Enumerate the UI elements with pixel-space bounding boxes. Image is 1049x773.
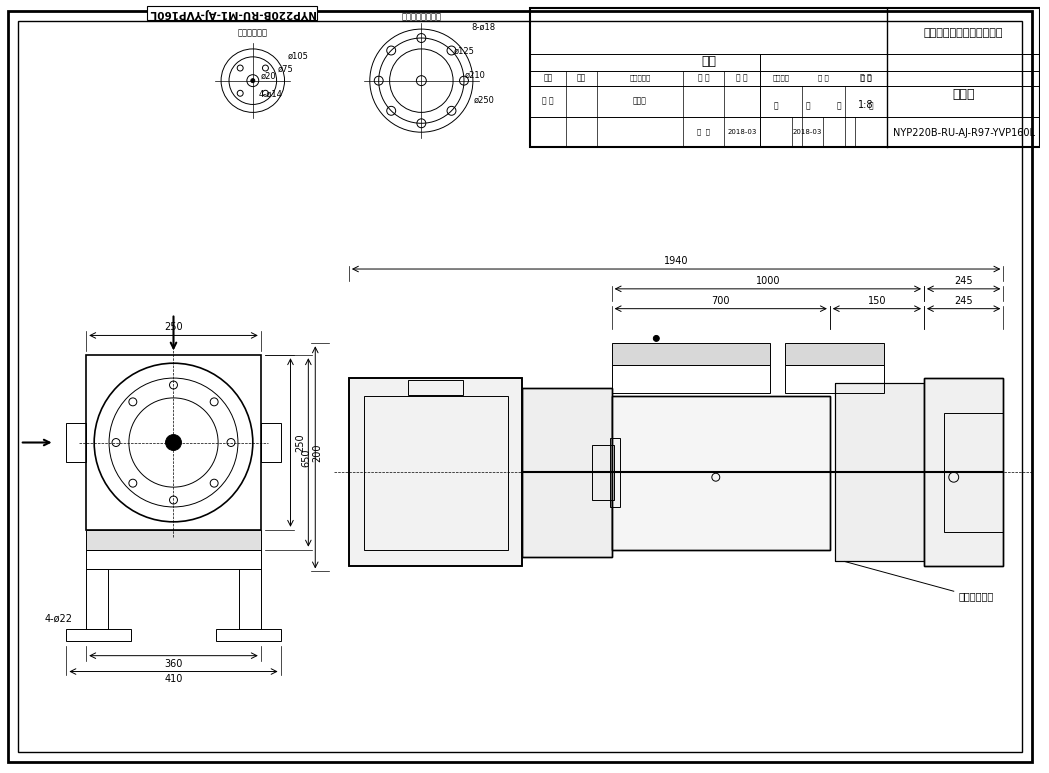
Text: 2018-03: 2018-03 (793, 129, 822, 135)
Bar (609, 438, 620, 507)
Text: ø20: ø20 (261, 72, 276, 81)
Text: 360: 360 (165, 659, 183, 669)
Text: 150: 150 (868, 296, 886, 306)
Text: 设 计: 设 计 (542, 97, 554, 106)
Bar (924, 378, 1003, 567)
Bar (531, 9, 1040, 147)
Bar (835, 383, 924, 561)
Text: 储庆文: 储庆文 (633, 97, 647, 106)
Text: ø250: ø250 (474, 96, 495, 105)
Bar (86, 550, 261, 570)
Bar (592, 445, 614, 500)
Bar (86, 570, 108, 629)
Text: 张: 张 (806, 101, 810, 110)
Text: 1:8: 1:8 (858, 100, 874, 111)
Text: NYP220B-RU-M1-AJ-YVP160L: NYP220B-RU-M1-AJ-YVP160L (149, 9, 315, 19)
Bar (522, 388, 612, 557)
Bar (239, 570, 261, 629)
Text: 机组图: 机组图 (952, 88, 975, 100)
Text: ø75: ø75 (278, 64, 294, 73)
Bar (261, 423, 280, 462)
Bar (86, 356, 261, 530)
Text: ø105: ø105 (287, 51, 308, 60)
Bar (786, 365, 884, 393)
Bar (612, 365, 770, 393)
Text: NYP220B-RU-AJ-R97-YVP160L: NYP220B-RU-AJ-R97-YVP160L (893, 128, 1034, 138)
Text: 共: 共 (773, 101, 778, 110)
Text: 4-ø14: 4-ø14 (259, 90, 282, 99)
Text: ø125: ø125 (454, 46, 475, 56)
Text: 标记: 标记 (543, 73, 553, 82)
Bar (86, 530, 261, 550)
Circle shape (654, 335, 659, 342)
Text: 245: 245 (955, 276, 973, 286)
Text: 图样标记: 图样标记 (772, 74, 789, 81)
Text: 250: 250 (296, 433, 305, 452)
Bar (364, 396, 508, 550)
Text: 比 例: 比 例 (860, 73, 872, 82)
Text: 245: 245 (955, 296, 973, 306)
Text: 8-ø18: 8-ø18 (471, 22, 495, 32)
Bar (612, 343, 770, 365)
Text: 410: 410 (165, 675, 183, 684)
Bar (522, 388, 612, 557)
Bar (612, 396, 830, 550)
Text: 处数: 处数 (577, 73, 586, 82)
Text: 700: 700 (711, 296, 730, 306)
Bar (408, 380, 463, 395)
Text: 日  期: 日 期 (698, 128, 710, 135)
Bar (835, 383, 924, 561)
Text: 组件: 组件 (702, 55, 716, 67)
Text: 第: 第 (837, 101, 841, 110)
Bar (944, 413, 1003, 532)
Bar (66, 629, 131, 641)
Text: 保温介质接口: 保温介质接口 (959, 591, 994, 601)
Bar (924, 378, 1003, 567)
Text: 河北远东泵业制造有限公司: 河北远东泵业制造有限公司 (924, 29, 1003, 38)
Text: ø210: ø210 (465, 71, 486, 80)
Text: 签 字: 签 字 (698, 73, 709, 82)
Text: 张: 张 (869, 101, 874, 110)
Text: 1000: 1000 (755, 276, 780, 286)
Text: 2018-03: 2018-03 (727, 129, 756, 135)
Text: 250: 250 (165, 322, 183, 332)
Bar (216, 629, 280, 641)
Text: 比 例: 比 例 (861, 74, 872, 81)
Text: 热媒法兰尺寸: 热媒法兰尺寸 (238, 29, 267, 38)
Circle shape (251, 79, 255, 83)
Text: 重 量: 重 量 (818, 74, 829, 81)
Bar (786, 343, 884, 365)
Bar (349, 378, 522, 567)
Text: 更改文件名: 更改文件名 (629, 74, 650, 81)
Text: 泵进出口法兰尺寸: 泵进出口法兰尺寸 (402, 12, 442, 22)
Text: 650: 650 (301, 448, 312, 467)
Bar (612, 396, 830, 550)
Text: 日 期: 日 期 (736, 73, 748, 82)
Bar (66, 423, 86, 462)
Circle shape (166, 434, 181, 451)
Text: 4-ø22: 4-ø22 (45, 614, 72, 624)
Text: 200: 200 (313, 443, 322, 461)
Bar (349, 378, 522, 567)
Text: 1940: 1940 (664, 256, 688, 266)
